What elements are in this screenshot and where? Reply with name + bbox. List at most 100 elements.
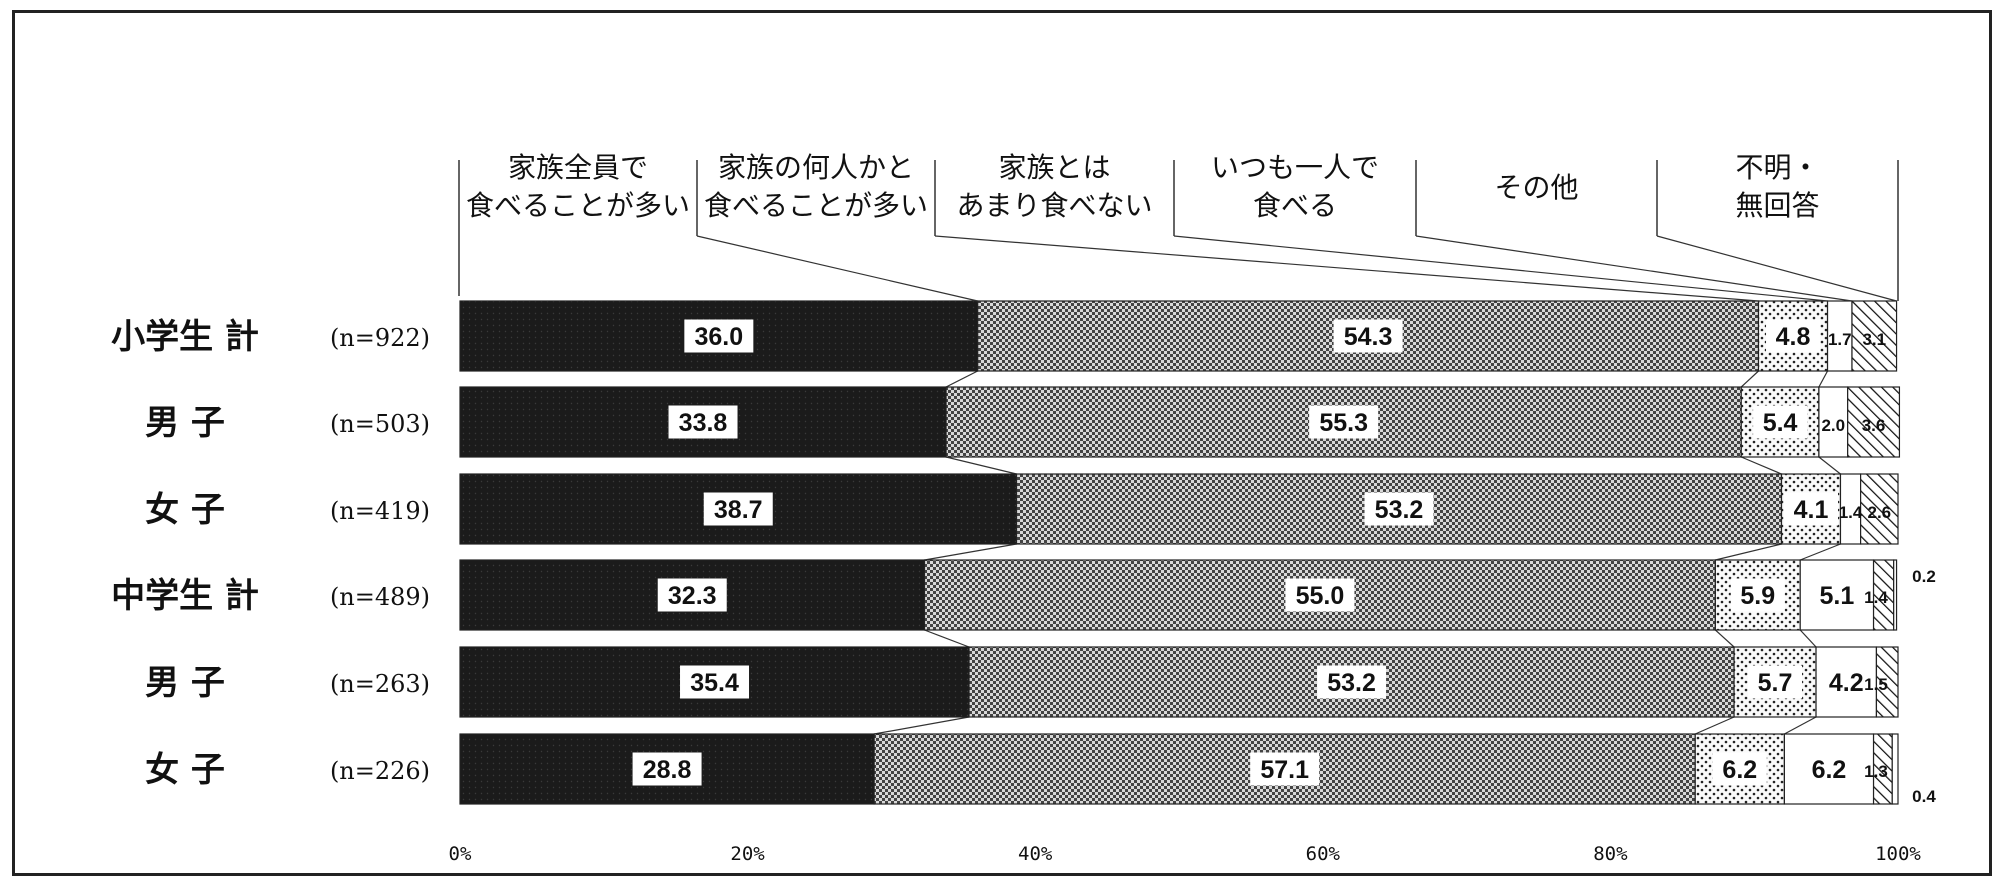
value-label: 53.2 (1375, 496, 1424, 524)
legend-label: あまり食べない (956, 189, 1152, 222)
value-label: 2.0 (1821, 416, 1845, 435)
value-label: 54.3 (1344, 323, 1393, 351)
bar-segment (1860, 473, 1899, 545)
value-label-box (680, 665, 750, 699)
value-label: 1.4 (1839, 503, 1863, 522)
x-tick-label: 80% (1593, 843, 1628, 865)
value-label: 1.5 (1864, 675, 1888, 694)
value-label-box (1333, 319, 1403, 353)
row-label: 小学生 計 (111, 317, 259, 357)
value-label-box (657, 578, 727, 612)
bar-segment (1875, 646, 1899, 718)
legend-label: 家族全員で (508, 151, 648, 184)
value-label: 57.1 (1260, 756, 1309, 784)
x-axis-ticks: 0% 20% 40% 60% 80% 100% (449, 843, 1922, 865)
connector-line (1715, 543, 1782, 561)
value-label: 33.8 (679, 409, 728, 437)
connector-line (1741, 456, 1782, 475)
row-label: 女 子 (145, 750, 225, 790)
header-pointer (934, 235, 1759, 302)
value-label: 4.1 (1794, 496, 1829, 524)
value-label-box (1250, 752, 1320, 786)
value-labels: 36.0 54.3 4.8 1.7 3.1 33.8 55.3 5.4 2.0 3.6 38.7 53… (632, 319, 1936, 806)
connector-line (924, 629, 970, 648)
value-label: 6.2 (1722, 756, 1757, 784)
value-label: 4.8 (1776, 323, 1811, 351)
value-label-box (1730, 578, 1785, 612)
legend-label: 食べることが多い (466, 189, 690, 222)
value-label-box (1766, 319, 1821, 353)
connector-line (1799, 543, 1841, 561)
value-label: 5.9 (1740, 582, 1775, 610)
value-label-box (1285, 578, 1355, 612)
sample-size-label: (n=263) (330, 670, 430, 698)
chart-frame (12, 10, 1992, 876)
bar-segment (1799, 559, 1875, 631)
value-label: 5.7 (1758, 669, 1793, 697)
value-label: 5.4 (1763, 409, 1798, 437)
value-label: 55.3 (1319, 409, 1368, 437)
row-labels: 小学生 計 (n=922) 男 子 (n=503) 女 子 (n=419) 中学生 計 (n=… (111, 317, 430, 790)
x-tick-label: 100% (1875, 843, 1921, 865)
value-label: 0.4 (1912, 787, 1936, 806)
value-label-box (1748, 665, 1803, 699)
x-tick-label: 20% (730, 843, 765, 865)
value-label-box (1317, 665, 1387, 699)
sample-size-label: (n=503) (330, 410, 430, 438)
sample-size-label: (n=226) (330, 757, 430, 785)
value-label: 3.1 (1862, 330, 1886, 349)
value-label: 55.0 (1296, 582, 1345, 610)
connector-line (1818, 370, 1829, 388)
sample-size-label: (n=489) (330, 583, 430, 611)
sample-size-label: (n=419) (330, 497, 430, 525)
header-pointer (1173, 235, 1828, 302)
bar-segment (1851, 300, 1898, 372)
value-label: 6.2 (1812, 756, 1847, 784)
row-label: 中学生 計 (111, 576, 259, 616)
bar-segment (1815, 646, 1878, 718)
bar-segment (1818, 386, 1849, 458)
connector-line (1695, 716, 1735, 735)
value-label-box (684, 319, 754, 353)
value-label: 36.0 (695, 323, 744, 351)
x-tick-label: 40% (1018, 843, 1053, 865)
legend-label: 無回答 (1735, 189, 1819, 222)
value-label: 3.6 (1862, 416, 1886, 435)
value-label-box (1309, 405, 1379, 439)
value-label: 1.7 (1828, 330, 1852, 349)
connector-line (1714, 629, 1735, 648)
bar-segment (1783, 733, 1875, 805)
value-label: 38.7 (714, 496, 763, 524)
connector-line (1740, 370, 1759, 388)
sample-size-label: (n=922) (330, 324, 430, 352)
legend-label: 食べることが多い (704, 189, 928, 222)
value-label-box (668, 405, 738, 439)
bar-segment (1847, 386, 1901, 458)
connector-line (924, 543, 1017, 561)
legend-label: 食べる (1253, 189, 1337, 222)
bar-segment (1893, 559, 1898, 631)
value-label-box (1753, 405, 1808, 439)
value-label: 32.3 (668, 582, 717, 610)
value-label: 35.4 (690, 669, 739, 697)
value-label-box (1364, 492, 1434, 526)
value-label-box (1712, 752, 1767, 786)
row-label: 男 子 (145, 403, 225, 443)
value-label: 4.2 (1829, 669, 1864, 697)
header-pointer (1656, 235, 1897, 302)
value-label: 2.6 (1867, 503, 1891, 522)
x-tick-label: 0% (449, 843, 472, 865)
bar-segment (977, 300, 1760, 372)
legend-label: 家族の何人かと (718, 151, 914, 184)
bars-layer (459, 300, 1901, 805)
value-label: 5.1 (1820, 582, 1855, 610)
connector-line (945, 456, 1017, 475)
segment-connectors (874, 370, 1841, 735)
value-label: 1.3 (1864, 762, 1888, 781)
bar-segment (1891, 733, 1899, 805)
x-tick-label: 60% (1306, 843, 1341, 865)
legend-label: 不明・ (1735, 151, 1819, 184)
legend-label: 家族とは (998, 151, 1110, 184)
